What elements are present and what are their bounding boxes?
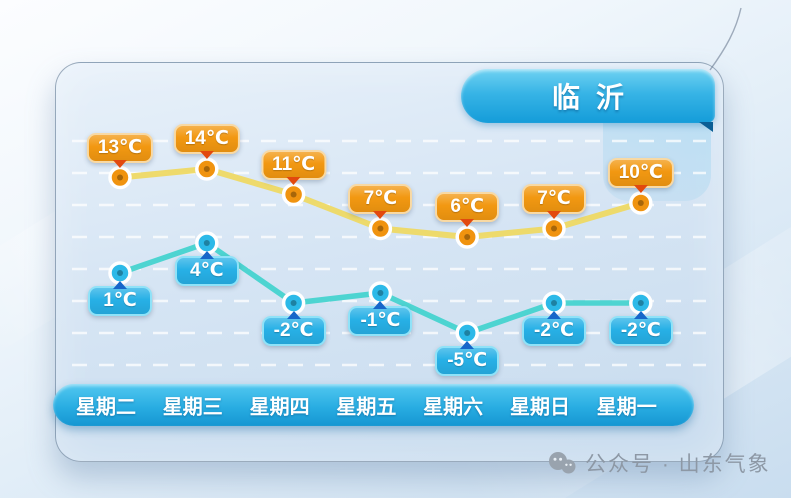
wechat-icon xyxy=(549,451,576,473)
day-label: 星期二 xyxy=(76,396,136,419)
day-label: 星期三 xyxy=(162,396,223,419)
low-temp-label: 4℃ xyxy=(174,256,239,286)
city-banner: 临沂 xyxy=(461,69,715,132)
account-attribution: 公众号 · 山东气象 xyxy=(547,448,771,478)
low-temp-label: -1℃ xyxy=(348,306,413,336)
high-temp-label: 11℃ xyxy=(261,149,327,180)
day-label: 星期一 xyxy=(596,396,657,419)
high-temp-label: 7℃ xyxy=(348,183,413,214)
high-temp-label: 10℃ xyxy=(607,158,674,188)
low-temp-label: 1℃ xyxy=(88,286,152,316)
weather-card: 13℃ 14℃ 11℃ 7℃ 6℃ 7℃ 10℃ 1℃ 4℃ -2℃ -1℃ -5℃ -2℃ -2℃ 临沂… xyxy=(53,62,724,462)
day-label: 星期四 xyxy=(249,396,310,419)
day-label: 星期六 xyxy=(423,396,484,419)
day-axis-bar: 星期二 星期三 星期四 星期五 星期六 星期日 星期一 xyxy=(53,384,694,426)
day-label: 星期五 xyxy=(336,396,397,419)
account-label: 公众号 · 山东气象 xyxy=(585,453,771,476)
low-temp-label: -2℃ xyxy=(522,316,586,346)
high-temp-label: 7℃ xyxy=(522,183,586,214)
high-temp-label: 13℃ xyxy=(86,132,154,163)
high-temp-label: 6℃ xyxy=(435,192,500,222)
day-label: 星期日 xyxy=(510,396,570,419)
low-temp-label: -2℃ xyxy=(608,316,673,346)
low-temp-label: -5℃ xyxy=(435,346,500,376)
low-temp-label: -2℃ xyxy=(261,316,326,346)
high-temp-label: 14℃ xyxy=(173,124,240,154)
city-name: 临沂 xyxy=(551,82,640,113)
